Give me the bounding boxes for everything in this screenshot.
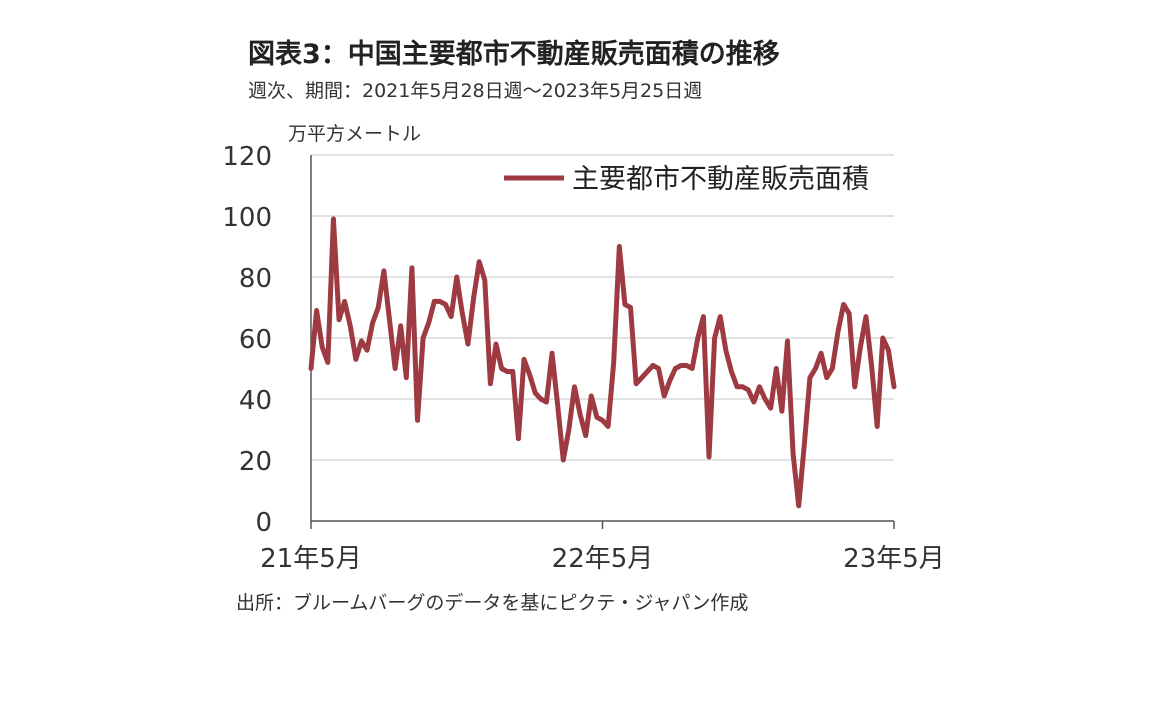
series-layer [308, 216, 897, 509]
y-unit-label: 万平方メートル [288, 123, 421, 145]
x-tick-label: 23年5月 [843, 544, 945, 574]
y-tick-label: 120 [222, 142, 272, 172]
y-tick-label: 20 [239, 447, 272, 477]
chart-subtitle: 週次、期間：2021年5月28日週～2023年5月25日週 [248, 80, 703, 102]
x-tick-label: 21年5月 [260, 544, 362, 574]
source-note: 出所：ブルームバーグのデータを基にピクテ・ジャパン作成 [236, 592, 749, 614]
grid-lines [311, 154, 894, 461]
legend-label: 主要都市不動産販売面積 [572, 164, 869, 195]
y-tick-label: 80 [239, 264, 272, 294]
chart-title: 図表3：中国主要都市不動産販売面積の推移 [248, 39, 780, 70]
y-tick-label: 100 [222, 203, 272, 233]
y-tick-label: 60 [239, 325, 272, 355]
legend: 主要都市不動産販売面積 [504, 164, 869, 195]
x-tick-label: 22年5月 [552, 544, 654, 574]
y-tick-label: 0 [255, 508, 272, 538]
y-tick-label: 40 [239, 386, 272, 416]
series-line-0 [308, 216, 897, 509]
axes: 0 20 40 60 80 100 120 万平方メートル 21年5月 22年5月 23年5月 [222, 123, 944, 574]
